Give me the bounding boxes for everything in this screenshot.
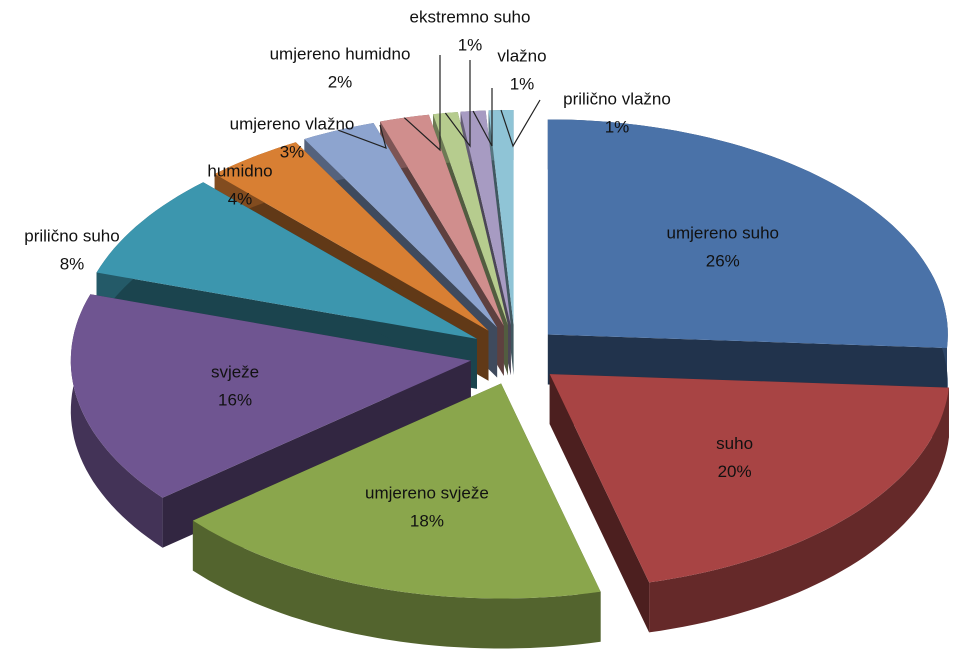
slice-label: umjereno suho [667,224,779,243]
slice-top [304,123,498,328]
slice-label: suho [716,434,753,453]
slice [192,383,601,649]
slice-value-label: 20% [718,462,752,481]
slice-value-label: 18% [410,512,444,531]
slice-value-label: 2% [328,72,353,91]
slice-label: prilično vlažno [563,89,671,108]
slice-value-label: 26% [706,252,740,271]
slice-top [547,119,948,348]
slice-value-label: 4% [228,189,253,208]
leader-line [444,60,471,148]
slice-label: umjereno humidno [270,44,411,63]
slice [70,294,471,548]
slice-value-label: 16% [218,390,252,409]
slice-label: humidno [207,161,272,180]
slice-value-label: 1% [458,35,483,54]
slice-top [488,110,514,325]
slice-label: svježe [211,362,259,381]
slice-top [192,383,601,599]
slice-top [549,374,949,583]
slice-label: ekstremno suho [410,7,531,26]
slice-label: prilično suho [24,226,119,245]
slice [549,374,949,633]
leader-line [500,99,541,148]
slice-rim [649,387,949,633]
leader-line [472,88,493,147]
slice-rim [192,520,601,649]
slice-label: vlažno [497,46,546,65]
slice-top [433,112,508,326]
leader-line [403,55,441,152]
slice-rim [70,294,163,548]
slice [547,119,948,398]
slice-value-label: 8% [60,254,85,273]
slice-side [549,374,650,633]
slice-top [214,142,489,331]
slice-top [460,110,511,326]
slice-top [380,114,504,326]
slice-top [70,294,471,498]
slice-label: umjereno svježe [365,484,489,503]
slice-top [96,182,477,339]
leader-line [338,124,387,149]
slice-value-label: 3% [280,142,305,161]
slice-label: umjereno vlažno [230,114,355,133]
slice-value-label: 1% [605,117,630,136]
slice-value-label: 1% [510,74,535,93]
